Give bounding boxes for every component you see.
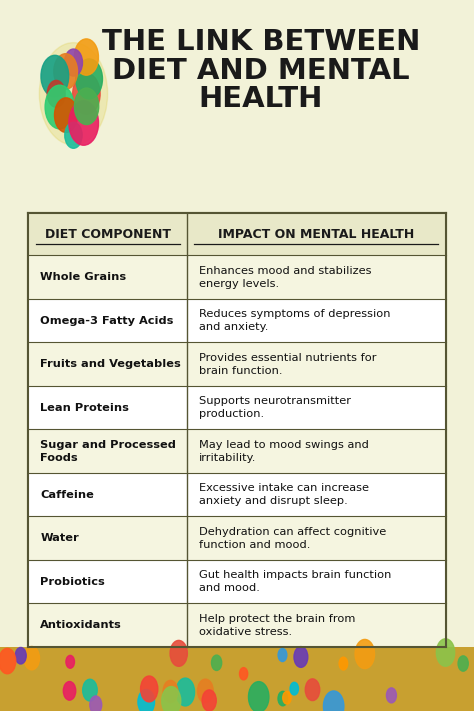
Circle shape xyxy=(66,656,74,668)
FancyBboxPatch shape xyxy=(0,647,474,711)
Text: Help protect the brain from
oxidative stress.: Help protect the brain from oxidative st… xyxy=(199,614,355,636)
FancyBboxPatch shape xyxy=(28,429,446,473)
Text: Provides essential nutrients for
brain function.: Provides essential nutrients for brain f… xyxy=(199,353,376,375)
Circle shape xyxy=(138,690,155,711)
Text: DIET AND MENTAL: DIET AND MENTAL xyxy=(112,57,410,85)
Circle shape xyxy=(69,101,99,145)
Circle shape xyxy=(24,646,39,670)
Text: THE LINK BETWEEN: THE LINK BETWEEN xyxy=(101,28,420,56)
Text: Whole Grains: Whole Grains xyxy=(40,272,127,282)
FancyBboxPatch shape xyxy=(28,516,446,560)
Circle shape xyxy=(15,648,26,664)
Circle shape xyxy=(141,676,158,702)
FancyBboxPatch shape xyxy=(28,604,446,647)
FancyBboxPatch shape xyxy=(28,473,446,516)
Circle shape xyxy=(386,688,396,703)
Circle shape xyxy=(64,49,82,76)
Circle shape xyxy=(176,678,195,706)
Circle shape xyxy=(170,641,187,666)
Circle shape xyxy=(74,39,99,75)
Text: Excessive intake can increase
anxiety and disrupt sleep.: Excessive intake can increase anxiety an… xyxy=(199,483,369,506)
Circle shape xyxy=(55,98,78,132)
Circle shape xyxy=(47,80,65,107)
Circle shape xyxy=(458,656,468,671)
Circle shape xyxy=(198,679,213,702)
Text: Probiotics: Probiotics xyxy=(40,577,105,587)
Text: Reduces symptoms of depression
and anxiety.: Reduces symptoms of depression and anxie… xyxy=(199,309,390,332)
Circle shape xyxy=(76,59,102,99)
Circle shape xyxy=(64,681,76,700)
Circle shape xyxy=(305,679,320,700)
Text: IMPACT ON MENTAL HEALTH: IMPACT ON MENTAL HEALTH xyxy=(218,228,414,241)
Circle shape xyxy=(239,668,248,680)
Text: Fruits and Vegetables: Fruits and Vegetables xyxy=(40,359,181,369)
Circle shape xyxy=(0,648,16,674)
FancyBboxPatch shape xyxy=(28,386,446,429)
FancyBboxPatch shape xyxy=(28,213,446,255)
Text: Lean Proteins: Lean Proteins xyxy=(40,402,129,412)
Circle shape xyxy=(248,682,269,711)
Circle shape xyxy=(162,687,181,711)
Circle shape xyxy=(82,679,97,701)
FancyBboxPatch shape xyxy=(28,560,446,604)
Text: Caffeine: Caffeine xyxy=(40,490,94,500)
Text: Gut health impacts brain function
and mood.: Gut health impacts brain function and mo… xyxy=(199,570,391,593)
Circle shape xyxy=(202,690,216,711)
FancyBboxPatch shape xyxy=(28,213,446,647)
Circle shape xyxy=(73,73,100,114)
Text: May lead to mood swings and
irritability.: May lead to mood swings and irritability… xyxy=(199,440,369,463)
FancyBboxPatch shape xyxy=(28,255,446,299)
Circle shape xyxy=(283,691,291,704)
Circle shape xyxy=(45,85,74,129)
Text: Dehydration can affect cognitive
function and mood.: Dehydration can affect cognitive functio… xyxy=(199,527,386,550)
Circle shape xyxy=(339,657,347,670)
Circle shape xyxy=(163,680,178,702)
Text: Omega-3 Fatty Acids: Omega-3 Fatty Acids xyxy=(40,316,173,326)
Text: Sugar and Processed
Foods: Sugar and Processed Foods xyxy=(40,440,176,463)
Circle shape xyxy=(278,691,288,706)
Circle shape xyxy=(39,43,108,145)
Text: Antioxidants: Antioxidants xyxy=(40,620,122,630)
FancyBboxPatch shape xyxy=(28,299,446,343)
Text: DIET COMPONENT: DIET COMPONENT xyxy=(45,228,171,241)
Circle shape xyxy=(437,638,455,666)
Circle shape xyxy=(65,122,82,149)
Circle shape xyxy=(323,691,344,711)
Circle shape xyxy=(290,683,299,695)
Circle shape xyxy=(74,88,99,124)
Circle shape xyxy=(355,639,374,668)
Circle shape xyxy=(90,696,102,711)
Text: HEALTH: HEALTH xyxy=(199,85,323,113)
Circle shape xyxy=(54,54,77,90)
Text: Supports neurotransmitter
production.: Supports neurotransmitter production. xyxy=(199,396,351,419)
FancyBboxPatch shape xyxy=(28,343,446,386)
Circle shape xyxy=(41,55,69,97)
Text: Enhances mood and stabilizes
energy levels.: Enhances mood and stabilizes energy leve… xyxy=(199,266,371,289)
Circle shape xyxy=(211,655,222,670)
Text: Water: Water xyxy=(40,533,79,543)
Circle shape xyxy=(294,646,308,668)
Circle shape xyxy=(278,648,287,661)
